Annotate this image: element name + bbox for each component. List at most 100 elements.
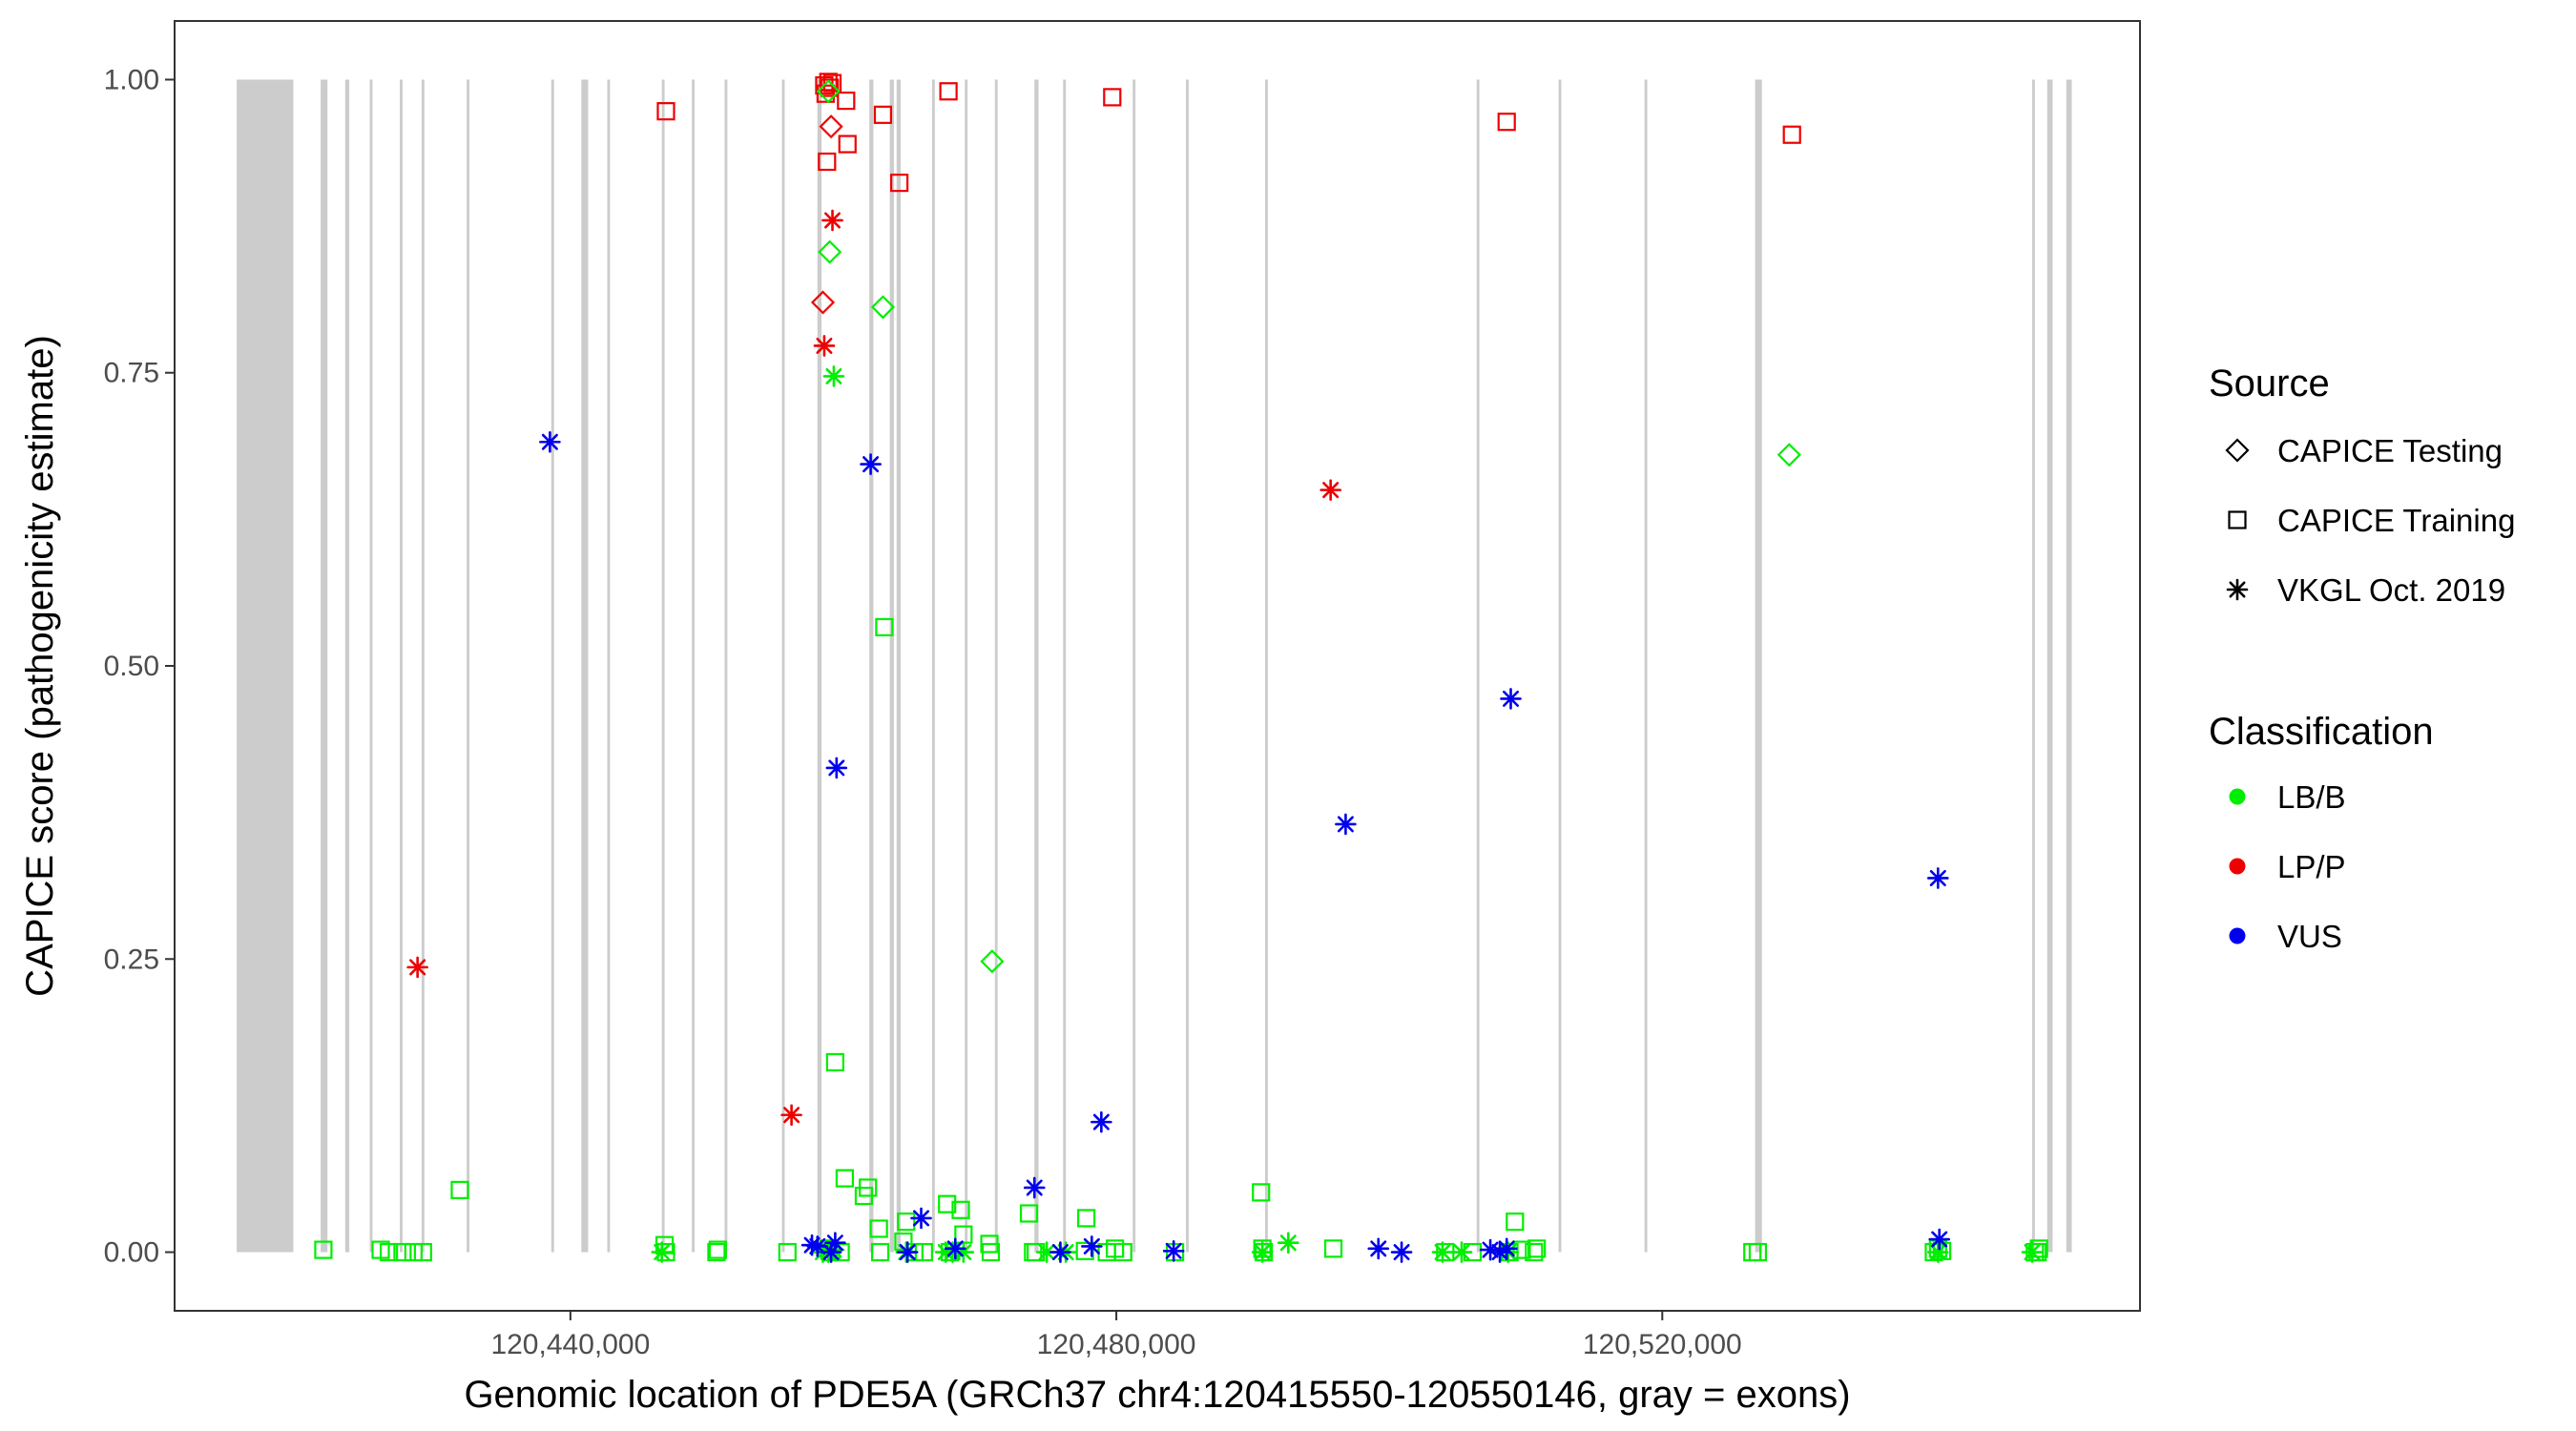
data-point: [708, 1240, 727, 1259]
exon-band: [1186, 79, 1189, 1253]
data-point: [1500, 688, 1522, 710]
data-point: [819, 73, 838, 92]
exon-band: [1476, 79, 1480, 1253]
data-point: [954, 1225, 973, 1244]
data-point: [393, 1242, 412, 1262]
exon-band: [1265, 79, 1268, 1253]
data-point: [822, 73, 842, 93]
data-point: [778, 1242, 797, 1262]
legend-class-label: VUS: [2277, 919, 2342, 954]
data-point: [1252, 1183, 1271, 1202]
data-point: [707, 1242, 726, 1262]
exon-band: [869, 79, 874, 1253]
exon-band: [896, 79, 902, 1253]
legend-class-label: LP/P: [2277, 849, 2346, 884]
exon-band: [817, 79, 822, 1253]
legend-key-color: [2229, 858, 2246, 875]
legend-key-asterisk: [2226, 578, 2249, 601]
data-point: [1162, 1240, 1185, 1262]
data-point: [780, 1104, 802, 1127]
y-tick-label: 0.50: [104, 651, 159, 682]
exon-band: [2066, 79, 2072, 1253]
data-point: [981, 1242, 1001, 1262]
data-point: [860, 453, 882, 475]
y-tick-label: 0.75: [104, 358, 159, 389]
data-point: [1928, 1228, 1951, 1251]
exon-band: [1755, 79, 1762, 1253]
y-tick-label: 0.25: [104, 944, 159, 975]
data-point: [1113, 1242, 1132, 1262]
x-tick-label: 120,480,000: [1037, 1329, 1196, 1360]
data-point: [825, 1052, 844, 1072]
data-point: [1463, 1242, 1483, 1262]
data-point: [1776, 443, 1801, 467]
legend-class-label: LB/B: [2277, 779, 2346, 815]
data-point: [875, 617, 894, 637]
data-points: [314, 73, 2048, 1263]
exon-band: [551, 79, 554, 1253]
data-point: [1506, 1212, 1525, 1232]
series-square-lpp: [656, 73, 1801, 193]
data-point: [818, 152, 837, 172]
y-tick-label: 1.00: [104, 64, 159, 95]
data-point: [1782, 125, 1801, 144]
data-point: [910, 1207, 932, 1230]
exon-band: [581, 79, 589, 1253]
exon-band: [321, 79, 328, 1253]
data-point: [2028, 1242, 2047, 1262]
legend-key-color: [2229, 927, 2246, 944]
data-point: [951, 1200, 970, 1219]
data-point: [539, 430, 561, 453]
data-point: [837, 91, 856, 111]
data-point: [873, 105, 893, 124]
legend-key-diamond: [2225, 438, 2250, 463]
legend-key-square: [2228, 510, 2247, 529]
data-point: [1436, 1242, 1455, 1262]
data-point: [896, 1241, 919, 1263]
data-point: [1367, 1237, 1390, 1260]
data-point: [1450, 1241, 1473, 1263]
y-axis-title: CAPICE score (pathogenicity estimate): [19, 335, 61, 997]
data-point: [1077, 1209, 1096, 1228]
data-point: [2021, 1241, 2044, 1263]
data-point: [1091, 1110, 1112, 1133]
data-point: [890, 174, 909, 193]
data-point: [1027, 1242, 1046, 1262]
data-point: [816, 84, 835, 103]
data-point: [944, 1237, 966, 1260]
data-point: [825, 757, 848, 779]
exon-band: [237, 79, 294, 1253]
data-point: [816, 79, 841, 104]
x-axis-title: Genomic location of PDE5A (GRCh37 chr4:1…: [464, 1374, 1850, 1416]
exon-band: [661, 79, 665, 1253]
exon-band: [692, 79, 696, 1253]
data-point: [1525, 1242, 1544, 1262]
data-point: [819, 114, 843, 139]
exon-band: [889, 79, 894, 1253]
data-point: [654, 1235, 675, 1255]
data-point: [450, 1180, 469, 1200]
data-point: [1390, 1241, 1413, 1263]
exon-band: [1063, 79, 1067, 1253]
legend-source-label: VKGL Oct. 2019: [2277, 572, 2505, 608]
data-point: [838, 135, 857, 154]
data-point: [824, 1232, 846, 1255]
y-tick-label: 0.00: [104, 1237, 159, 1269]
data-point: [1019, 1204, 1039, 1223]
exon-band: [344, 79, 350, 1253]
data-point: [1075, 1241, 1094, 1260]
series-square-lbb: [314, 617, 2048, 1262]
data-point: [406, 956, 428, 979]
legend-classification-title: Classification: [2209, 711, 2434, 753]
data-point: [813, 335, 836, 357]
exon-band: [369, 79, 373, 1253]
data-point: [379, 1242, 399, 1262]
legend-source-label: CAPICE Testing: [2277, 433, 2503, 468]
x-tick-label: 120,520,000: [1583, 1329, 1742, 1360]
data-point: [1254, 1242, 1274, 1262]
series-diamond-lpp: [810, 114, 843, 315]
data-point: [2029, 1239, 2048, 1258]
series-asterisk-lpp: [406, 209, 1341, 1127]
